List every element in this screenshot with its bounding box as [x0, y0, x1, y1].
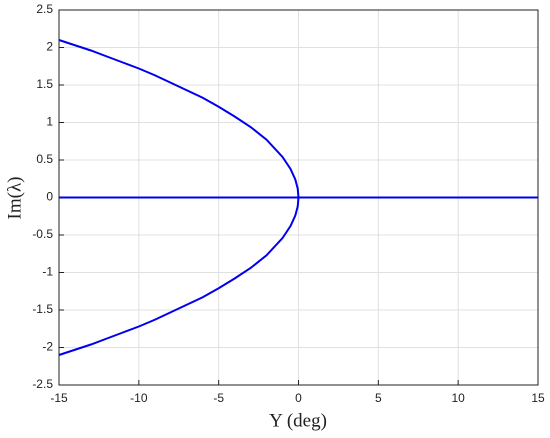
y-tick-label: 2: [46, 40, 53, 54]
y-tick-label: -0.5: [32, 227, 53, 241]
y-tick-label: -1: [42, 265, 53, 279]
y-tick-label: 1: [46, 115, 53, 129]
x-tick-label: 0: [295, 391, 302, 405]
y-tick-label: -2: [42, 340, 53, 354]
x-tick-label: -5: [213, 391, 224, 405]
x-tick-label: -15: [50, 391, 68, 405]
y-tick-label: 0: [46, 190, 53, 204]
y-tick-label: 2.5: [36, 2, 53, 16]
x-tick-label: 10: [451, 391, 465, 405]
x-tick-label: 15: [531, 391, 545, 405]
plot-frame: [58, 9, 539, 386]
data-line: [58, 39, 300, 198]
x-axis-label: Υ (deg): [269, 410, 327, 431]
x-tick-label: 5: [375, 391, 382, 405]
y-tick-label: 0.5: [36, 152, 53, 166]
data-line: [58, 197, 300, 356]
x-tick-label: -10: [130, 391, 148, 405]
y-axis-label: Im(λ): [4, 177, 25, 220]
y-tick-label: -2.5: [32, 377, 53, 391]
y-tick-label: -1.5: [32, 302, 53, 316]
y-tick-label: 1.5: [36, 77, 53, 91]
